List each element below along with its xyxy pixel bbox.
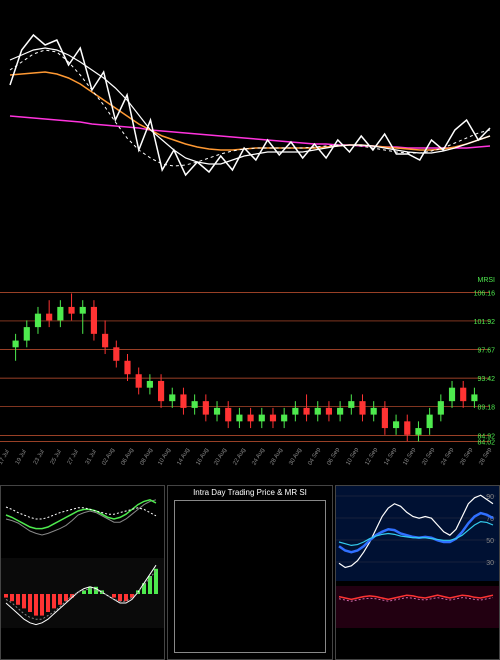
stoch-rsi-svg: 90705030: [336, 486, 499, 631]
svg-text:50: 50: [486, 538, 494, 545]
adx-macd-panel: ADX & MACD ADX: 14.05 +DI: 27.17 -DI: 20…: [0, 485, 165, 660]
svg-text:93.42: 93.42: [477, 376, 495, 383]
svg-text:89.18: 89.18: [477, 405, 495, 412]
svg-text:MRSI: MRSI: [478, 277, 496, 284]
intraday-panel: Intra Day Trading Price & MR SI: [167, 485, 332, 660]
svg-text:97.67: 97.67: [477, 348, 495, 355]
svg-text:106.16: 106.16: [474, 290, 496, 297]
svg-text:30: 30: [486, 560, 494, 567]
date-axis: 17 Jul19 Jul23 Jul25 Jul27 Jul31 Jul02 A…: [0, 462, 500, 468]
main-ema-chart: [0, 0, 500, 270]
adx-macd-svg: [1, 486, 164, 631]
intraday-empty-box: [174, 500, 325, 653]
stoch-rsi-panel: Stochastics & R SI 90705030: [335, 485, 500, 660]
svg-text:101.92: 101.92: [474, 319, 496, 326]
svg-text:84.02: 84.02: [477, 439, 495, 446]
panel2-title: Intra Day Trading Price & MR SI: [168, 486, 331, 499]
